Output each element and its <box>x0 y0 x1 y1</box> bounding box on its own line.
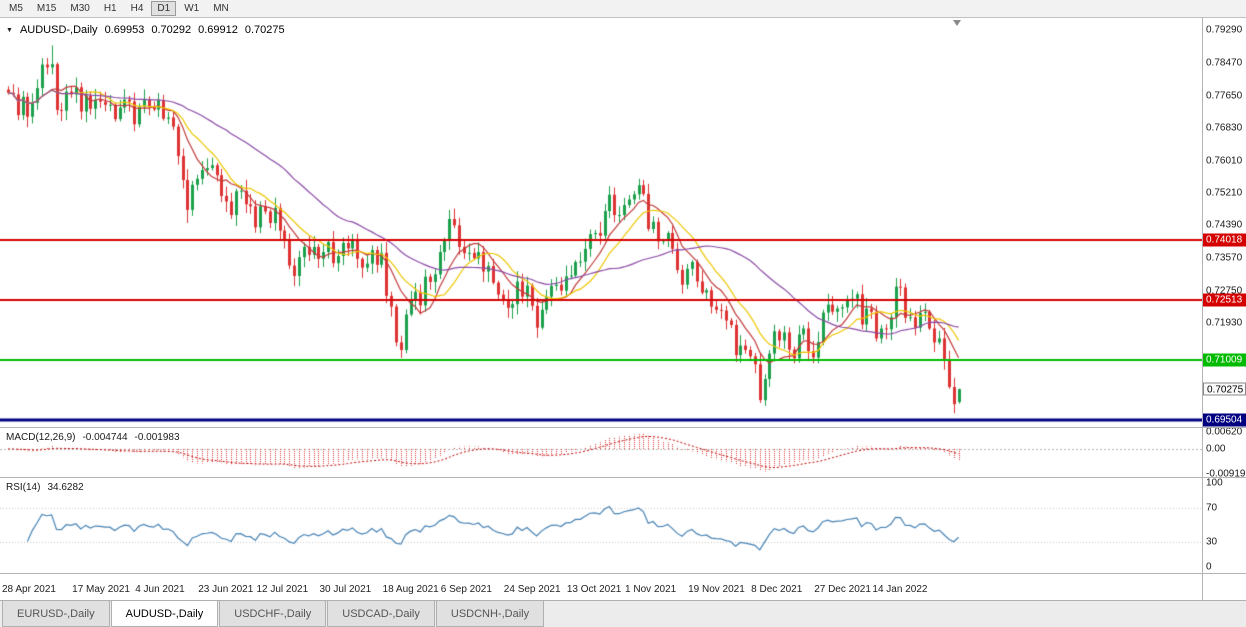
date-axis-label: 23 Jun 2021 <box>198 584 254 595</box>
rsi-axis-label: 70 <box>1206 502 1218 514</box>
timeframe-button-m15[interactable]: M15 <box>31 1 62 16</box>
chart-tab-usdcnh[interactable]: USDCNH-,Daily <box>435 601 545 627</box>
rsi-axis-label: 100 <box>1206 477 1223 489</box>
price-axis-tick: 0.76830 <box>1206 122 1243 134</box>
price-axis-separator <box>1202 18 1203 600</box>
open-value: 0.69953 <box>104 24 145 36</box>
timeframe-toolbar: M5 M15 M30 H1 H4 D1 W1 MN <box>0 0 1246 18</box>
timeframe-button-mn[interactable]: MN <box>207 1 235 16</box>
timeframe-button-w1[interactable]: W1 <box>178 1 205 16</box>
support-green-badge: 0.71009 <box>1203 353 1246 367</box>
date-axis-label: 1 Nov 2021 <box>625 584 677 595</box>
date-axis-label: 24 Sep 2021 <box>503 584 561 595</box>
rsi-name: RSI(14) <box>6 482 41 493</box>
price-axis-tick: 0.73570 <box>1206 252 1243 264</box>
price-axis-tick: 0.75210 <box>1206 187 1243 199</box>
low-value: 0.69912 <box>198 24 238 36</box>
date-axis-label: 6 Sep 2021 <box>440 584 492 595</box>
price-axis-tick: 0.79290 <box>1206 24 1243 36</box>
close-value: 0.70275 <box>244 24 285 36</box>
price-axis-tick: 0.76010 <box>1206 155 1243 167</box>
timeframe-button-h1[interactable]: H1 <box>98 1 123 16</box>
ohlc-info-line: ▼ AUDUSD-,Daily 0.69953 0.70292 0.69912 … <box>6 24 285 36</box>
date-axis-label: 17 May 2021 <box>72 584 130 595</box>
rsi-pane-canvas[interactable] <box>0 478 1202 574</box>
price-axis-tick: 0.74390 <box>1206 219 1243 231</box>
chart-tabbar: EURUSD-,Daily AUDUSD-,Daily USDCHF-,Daily U… <box>0 600 1246 627</box>
price-chart-canvas[interactable] <box>0 18 1202 428</box>
date-axis-label: 13 Oct 2021 <box>566 584 622 595</box>
macd-indicator-label: MACD(12,26,9) -0.004744 -0.001983 <box>6 432 180 443</box>
date-axis-label: 30 Jul 2021 <box>319 584 372 595</box>
rsi-value: 34.6282 <box>47 482 84 493</box>
chevron-down-icon[interactable]: ▼ <box>6 26 13 34</box>
rsi-indicator-label: RSI(14) 34.6282 <box>6 482 84 493</box>
price-axis-tick: 0.71930 <box>1206 317 1243 329</box>
date-axis-label: 19 Nov 2021 <box>688 584 745 595</box>
price-macd-separator <box>0 427 1246 428</box>
price-axis-tick: 0.77650 <box>1206 90 1243 102</box>
rsi-dateaxis-separator <box>0 573 1246 574</box>
symbol-label: AUDUSD-,Daily <box>19 24 98 36</box>
timeframe-button-m30[interactable]: M30 <box>64 1 95 16</box>
support-navy-badge: 0.69504 <box>1203 413 1246 427</box>
date-axis-label: 28 Apr 2021 <box>2 584 56 595</box>
timeframe-button-h4[interactable]: H4 <box>125 1 150 16</box>
macd-name: MACD(12,26,9) <box>6 432 76 443</box>
macd-signal-value: -0.001983 <box>134 432 180 443</box>
date-axis-label: 27 Dec 2021 <box>814 584 871 595</box>
date-axis-label: 14 Jan 2022 <box>872 584 928 595</box>
macd-rsi-separator <box>0 477 1246 478</box>
macd-axis-label: 0.00620 <box>1206 426 1243 438</box>
price-axis[interactable]: 0.79290 0.78470 0.77650 0.76830 0.76010 0.752… <box>1203 18 1246 600</box>
resistance-upper-badge: 0.74018 <box>1203 233 1246 247</box>
chart-shift-marker-icon[interactable] <box>953 20 961 26</box>
timeframe-button-m5[interactable]: M5 <box>3 1 29 16</box>
macd-axis-label: 0.00 <box>1206 443 1226 455</box>
price-axis-tick: 0.78470 <box>1206 57 1243 69</box>
macd-main-value: -0.004744 <box>82 432 128 443</box>
price-axis-tick: 0.72750 <box>1206 285 1243 297</box>
chart-tab-audusd[interactable]: AUDUSD-,Daily <box>110 601 219 627</box>
chart-tab-usdcad[interactable]: USDCAD-,Daily <box>327 601 435 627</box>
rsi-axis-label: 30 <box>1206 536 1218 548</box>
chart-tab-eurusd[interactable]: EURUSD-,Daily <box>2 601 110 627</box>
date-axis-label: 4 Jun 2021 <box>135 584 185 595</box>
chart-tab-usdchf[interactable]: USDCHF-,Daily <box>219 601 327 627</box>
rsi-axis-label: 0 <box>1206 561 1212 573</box>
resistance-lower-badge: 0.72513 <box>1203 293 1246 307</box>
macd-axis-label: -0.00919 <box>1206 468 1246 480</box>
date-axis[interactable]: 28 Apr 2021 17 May 2021 4 Jun 2021 23 Jun 2… <box>0 574 1202 600</box>
timeframe-button-d1[interactable]: D1 <box>151 1 177 16</box>
high-value: 0.70292 <box>151 24 192 36</box>
date-axis-label: 18 Aug 2021 <box>382 584 439 595</box>
current-price-badge: 0.70275 <box>1203 382 1246 396</box>
date-axis-label: 8 Dec 2021 <box>751 584 803 595</box>
macd-pane-canvas[interactable] <box>0 428 1202 478</box>
date-axis-label: 12 Jul 2021 <box>256 584 309 595</box>
